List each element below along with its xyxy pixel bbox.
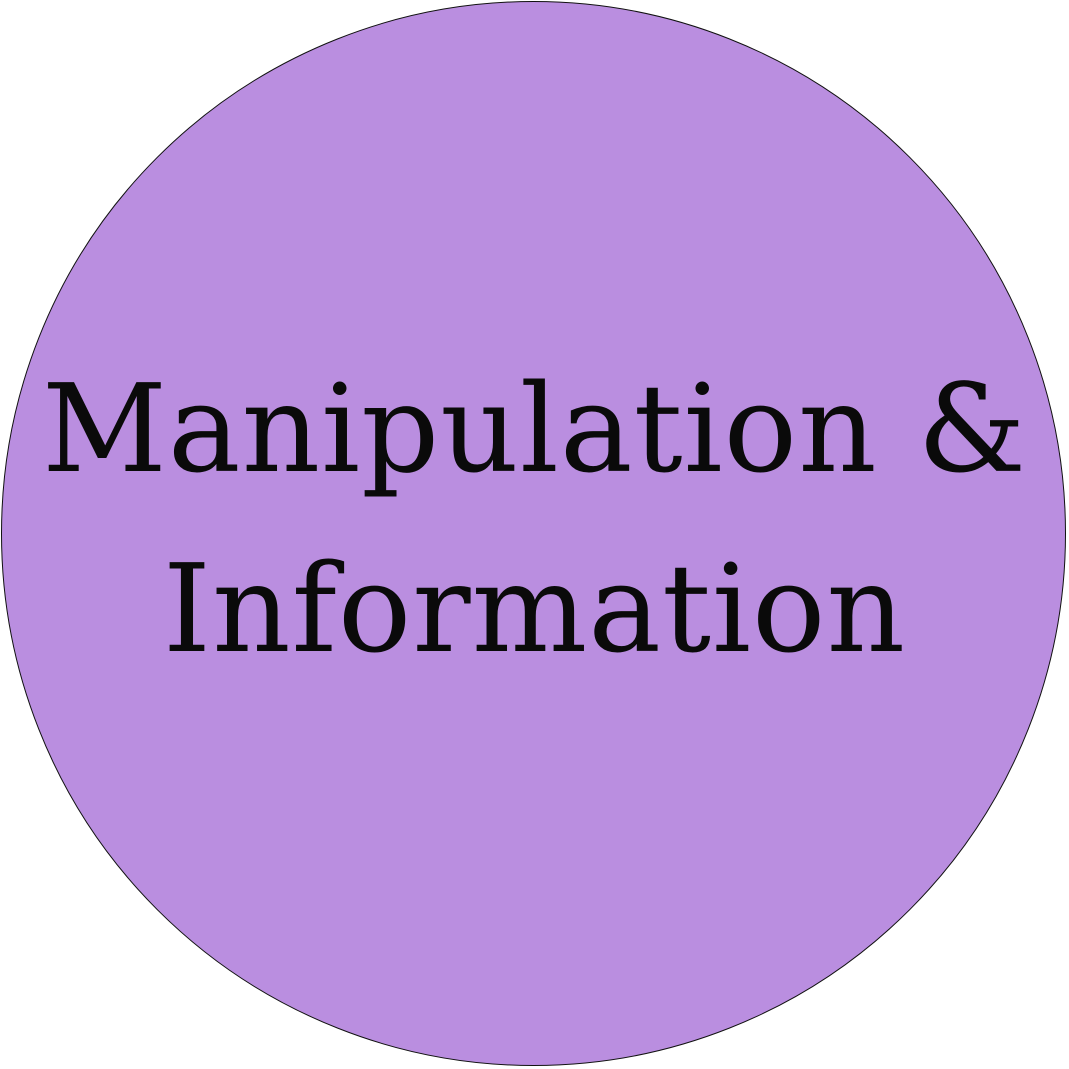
- badge-text-line-2: Information: [162, 538, 907, 680]
- badge-text-line-1: Manipulation &: [41, 358, 1028, 500]
